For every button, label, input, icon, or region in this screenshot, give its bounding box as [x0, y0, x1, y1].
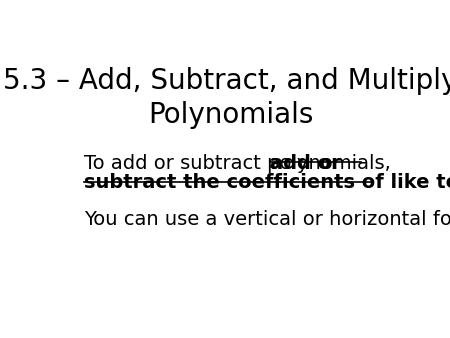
Text: 5.3 – Add, Subtract, and Multiply
Polynomials: 5.3 – Add, Subtract, and Multiply Polyno…	[4, 67, 450, 129]
Text: To add or subtract polynomials,: To add or subtract polynomials,	[84, 154, 397, 173]
Text: You can use a vertical or horizontal format.: You can use a vertical or horizontal for…	[84, 210, 450, 229]
Text: add or: add or	[270, 154, 341, 173]
Text: subtract the coefficients of like terms.: subtract the coefficients of like terms.	[84, 173, 450, 192]
